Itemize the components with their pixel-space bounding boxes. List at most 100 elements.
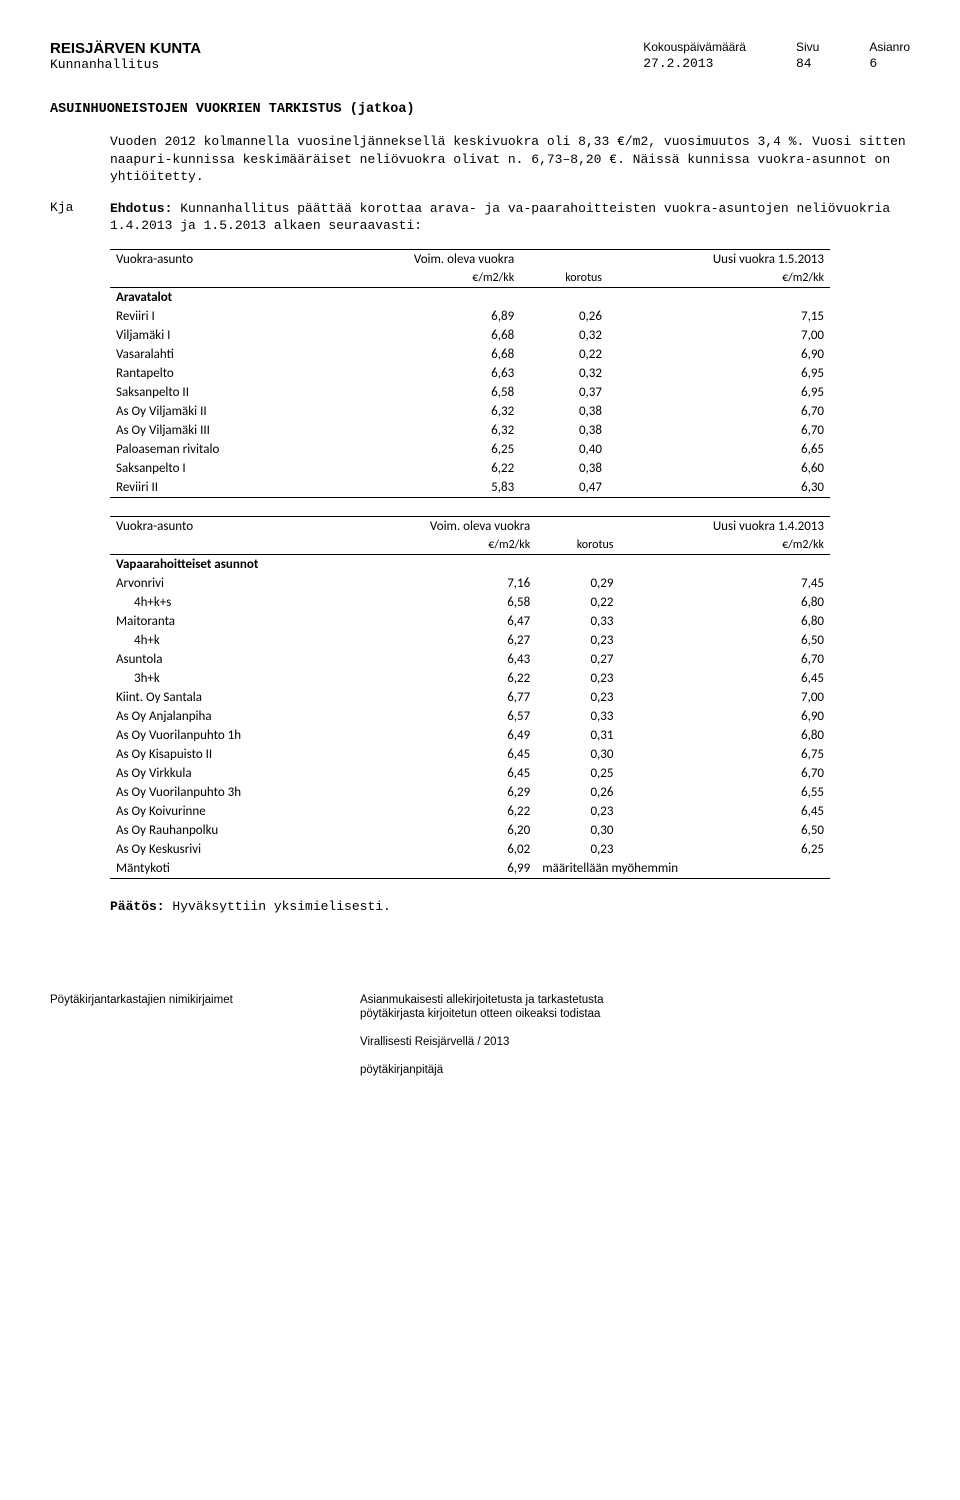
table-row: Rantapelto6,630,326,95 (110, 364, 830, 383)
table-row: As Oy Vuorilanpuhto 3h6,290,266,55 (110, 783, 830, 802)
page-value: 84 (796, 56, 819, 71)
cell-value: 6,45 (619, 669, 830, 688)
cell-value: 0,37 (520, 383, 608, 402)
cell-value: 0,22 (536, 593, 619, 612)
cell-value: 6,58 (318, 383, 520, 402)
group-label: Vapaarahoitteiset asunnot (110, 554, 830, 574)
cell-value: 7,16 (344, 574, 536, 593)
cell-value: 6,47 (344, 612, 536, 631)
table-row: Viljamäki I6,680,327,00 (110, 326, 830, 345)
col-header (536, 516, 619, 536)
table-row: Reviiri II5,830,476,30 (110, 478, 830, 498)
cell-value: 6,80 (619, 593, 830, 612)
table-row: As Oy Anjalanpiha6,570,336,90 (110, 707, 830, 726)
cell: €/m2/kk (318, 269, 520, 288)
cell-value: 6,89 (318, 307, 520, 326)
cell-value: 5,83 (318, 478, 520, 498)
col-header: Voim. oleva vuokra (344, 516, 536, 536)
cell-value: 0,29 (536, 574, 619, 593)
table-row: Asuntola6,430,276,70 (110, 650, 830, 669)
cell-value: 6,80 (619, 612, 830, 631)
cell-name: Kiint. Oy Santala (110, 688, 344, 707)
cell-name: As Oy Kisapuisto II (110, 745, 344, 764)
cell-value: 0,31 (536, 726, 619, 745)
table-row: As Oy Vuorilanpuhto 1h6,490,316,80 (110, 726, 830, 745)
cell-value: 0,23 (536, 631, 619, 650)
cell-value: 6,58 (344, 593, 536, 612)
cell-value: 0,22 (520, 345, 608, 364)
cell-name: 4h+k (110, 631, 344, 650)
cell-value: 0,38 (520, 421, 608, 440)
cell-value: 6,95 (608, 364, 830, 383)
cell (110, 269, 318, 288)
cell-name: Arvonrivi (110, 574, 344, 593)
table-row: €/m2/kk korotus €/m2/kk (110, 269, 830, 288)
cell-value: 6,20 (344, 821, 536, 840)
table-row: Kiint. Oy Santala6,770,237,00 (110, 688, 830, 707)
cell-value: 0,26 (536, 783, 619, 802)
cell-name: Asuntola (110, 650, 344, 669)
cell-value: 0,25 (536, 764, 619, 783)
org-name: REISJÄRVEN KUNTA (50, 40, 201, 57)
table-row: As Oy Virkkula6,450,256,70 (110, 764, 830, 783)
cell-value: 6,22 (344, 669, 536, 688)
cell-value: 6,99 (344, 859, 536, 879)
cell-value: 6,90 (608, 345, 830, 364)
cell-value: 6,43 (344, 650, 536, 669)
cell-name: As Oy Vuorilanpuhto 1h (110, 726, 344, 745)
cell-value: 6,57 (344, 707, 536, 726)
cell-name: 3h+k (110, 669, 344, 688)
cell-value: 6,90 (619, 707, 830, 726)
table-row: 3h+k6,220,236,45 (110, 669, 830, 688)
cell-value: 7,15 (608, 307, 830, 326)
cell-value: 0,27 (536, 650, 619, 669)
table-row: €/m2/kk korotus €/m2/kk (110, 536, 830, 555)
table-row: As Oy Koivurinne6,220,236,45 (110, 802, 830, 821)
cell-name: As Oy Virkkula (110, 764, 344, 783)
cell-value: 6,32 (318, 421, 520, 440)
cell-name: As Oy Rauhanpolku (110, 821, 344, 840)
cell-name: Mäntykoti (110, 859, 344, 879)
cell-value: 0,26 (520, 307, 608, 326)
kja-label: Kja (50, 200, 110, 249)
table-row: 4h+k6,270,236,50 (110, 631, 830, 650)
col-header: Voim. oleva vuokra (318, 249, 520, 269)
cell-value: 0,38 (520, 459, 608, 478)
table-row: As Oy Viljamäki III6,320,386,70 (110, 421, 830, 440)
cell-value: 6,50 (619, 821, 830, 840)
page-label: Sivu (796, 40, 819, 54)
cell-value: 6,75 (619, 745, 830, 764)
cell-value: 6,70 (608, 402, 830, 421)
cell-value: 0,23 (536, 802, 619, 821)
kja-row: Kja Ehdotus: Kunnanhallitus päättää koro… (50, 200, 910, 249)
cell-value: 6,55 (619, 783, 830, 802)
header-asia: Asianro 6 (869, 40, 910, 72)
cell-value: 6,45 (344, 764, 536, 783)
cell-value: 6,70 (608, 421, 830, 440)
cell-value: 6,27 (344, 631, 536, 650)
paragraph-1: Vuoden 2012 kolmannella vuosineljännekse… (110, 133, 910, 186)
cell-name: Saksanpelto II (110, 383, 318, 402)
table-row: Mäntykoti6,99määritellään myöhemmin (110, 859, 830, 879)
table-row: Paloaseman rivitalo6,250,406,65 (110, 440, 830, 459)
cell-name: Reviiri II (110, 478, 318, 498)
table-row: Vapaarahoitteiset asunnot (110, 554, 830, 574)
decision: Päätös: Hyväksyttiin yksimielisesti. (110, 899, 910, 914)
cell-value: 6,29 (344, 783, 536, 802)
cell-value: 6,49 (344, 726, 536, 745)
footer-line: pöytäkirjasta kirjoitetun otteen oikeaks… (360, 1008, 910, 1020)
table-aravatalot: Vuokra-asunto Voim. oleva vuokra Uusi vu… (110, 249, 830, 498)
cell-value: 6,30 (608, 478, 830, 498)
cell-value: 0,30 (536, 745, 619, 764)
cell-name: As Oy Viljamäki II (110, 402, 318, 421)
group-label: Aravatalot (110, 287, 830, 307)
table-row: Arvonrivi7,160,297,45 (110, 574, 830, 593)
cell-value: 6,68 (318, 326, 520, 345)
col-header (520, 249, 608, 269)
page-header: REISJÄRVEN KUNTA Kunnanhallitus Kokouspä… (50, 40, 910, 72)
cell-name: Rantapelto (110, 364, 318, 383)
cell-value: 6,77 (344, 688, 536, 707)
table-row: Aravatalot (110, 287, 830, 307)
footer-writer: pöytäkirjanpitäjä (360, 1064, 910, 1076)
col-header: Uusi vuokra 1.4.2013 (619, 516, 830, 536)
